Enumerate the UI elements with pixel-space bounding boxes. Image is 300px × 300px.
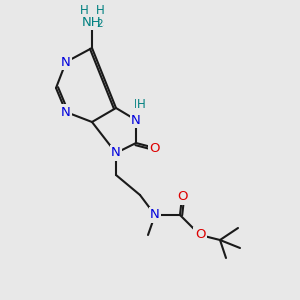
- Text: H: H: [96, 4, 104, 16]
- Text: N: N: [111, 146, 121, 160]
- Text: O: O: [150, 142, 160, 154]
- Text: N: N: [61, 106, 71, 118]
- Text: H: H: [136, 98, 146, 112]
- Text: NH₂: NH₂: [80, 16, 104, 28]
- Text: N: N: [131, 113, 141, 127]
- Text: N: N: [150, 208, 160, 221]
- Text: N: N: [150, 208, 160, 221]
- Text: O: O: [177, 190, 187, 203]
- Text: O: O: [195, 229, 205, 242]
- Text: H: H: [80, 4, 88, 16]
- Text: N: N: [61, 56, 71, 68]
- Text: N: N: [131, 113, 141, 127]
- Text: 2: 2: [97, 19, 103, 29]
- Text: NH: NH: [82, 16, 102, 28]
- Text: H: H: [134, 98, 142, 110]
